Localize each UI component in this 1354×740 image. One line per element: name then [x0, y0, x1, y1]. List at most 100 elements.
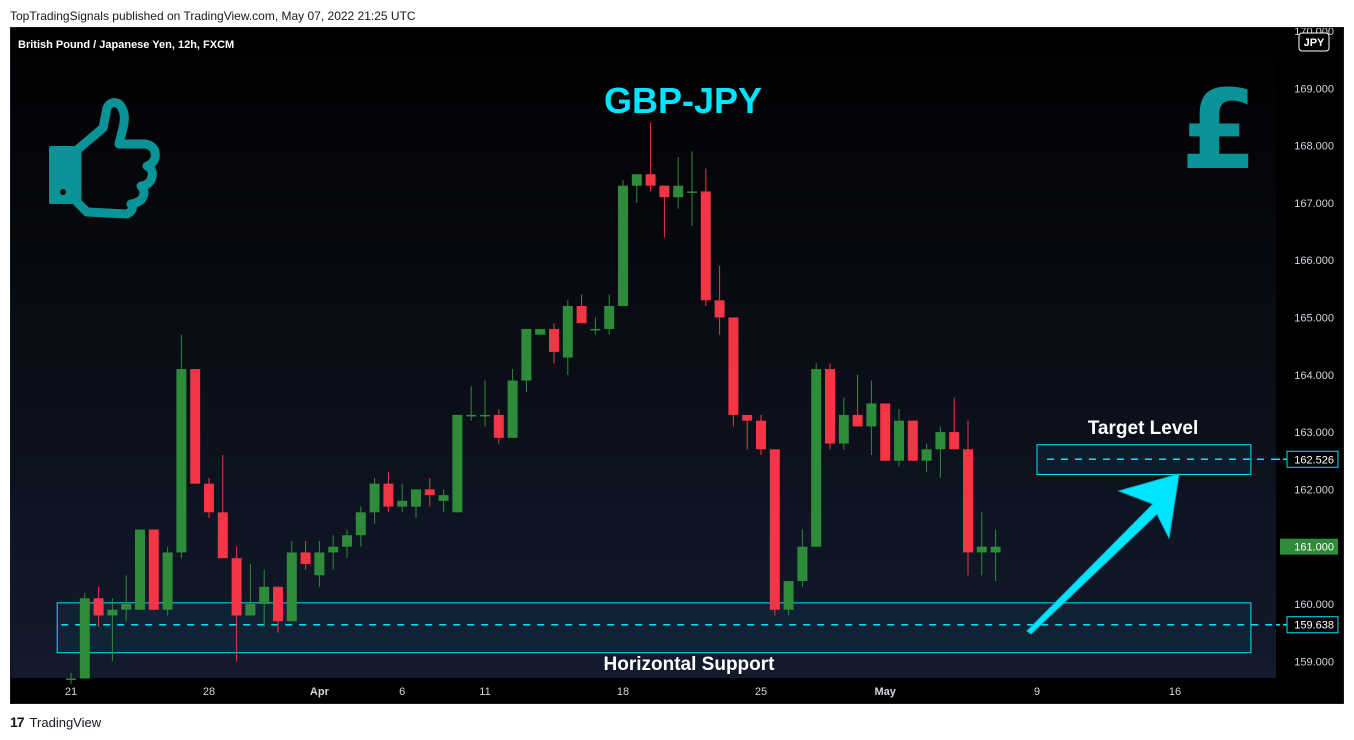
candle[interactable]: [604, 294, 615, 335]
candle-body: [121, 604, 132, 610]
candle[interactable]: [493, 409, 504, 444]
candle[interactable]: [397, 483, 408, 513]
candle[interactable]: [894, 409, 904, 467]
time-axis-area[interactable]: [11, 678, 1343, 703]
candle[interactable]: [521, 328, 532, 392]
candle[interactable]: [314, 540, 325, 587]
candle-body: [273, 586, 283, 622]
chart-canvas[interactable]: 159.000 160.000 161.000 162.000 163.000 164.0…: [11, 28, 1343, 703]
candle-body: [204, 483, 214, 513]
thumbs-up-icon: [49, 98, 160, 219]
chart-frame[interactable]: 159.000 160.000 161.000 162.000 163.000 164.0…: [10, 27, 1344, 704]
price-label[interactable]: 161.000: [1280, 538, 1338, 555]
candle[interactable]: [383, 472, 394, 513]
candle[interactable]: [549, 323, 559, 364]
candle[interactable]: [756, 414, 766, 456]
candle[interactable]: [107, 598, 118, 662]
candle[interactable]: [990, 529, 1001, 582]
candle[interactable]: [949, 397, 960, 450]
candle-body: [438, 495, 449, 501]
candle[interactable]: [645, 122, 656, 192]
candle[interactable]: [535, 328, 546, 335]
candle[interactable]: [907, 420, 918, 461]
candle[interactable]: [742, 414, 753, 450]
candle[interactable]: [245, 563, 256, 616]
y-tick-label: 169.000: [1294, 83, 1334, 95]
candle[interactable]: [562, 300, 573, 375]
candle[interactable]: [204, 477, 214, 519]
candle-body: [259, 586, 270, 604]
candle[interactable]: [480, 380, 490, 427]
price-label[interactable]: 159.638: [1276, 616, 1339, 634]
candle[interactable]: [121, 575, 132, 622]
candle-body: [217, 512, 228, 559]
candle[interactable]: [935, 426, 946, 478]
candle[interactable]: [769, 449, 780, 616]
candle[interactable]: [355, 506, 366, 547]
candle[interactable]: [369, 477, 380, 524]
candle[interactable]: [976, 512, 987, 576]
candle[interactable]: [811, 363, 822, 547]
candle-body: [493, 414, 504, 438]
candle-body: [507, 380, 518, 438]
candle[interactable]: [135, 529, 145, 610]
candle[interactable]: [687, 151, 697, 226]
candle-body: [452, 414, 463, 513]
candle-body: [162, 552, 173, 610]
candle[interactable]: [507, 369, 518, 438]
candle[interactable]: [411, 489, 421, 519]
candle[interactable]: [300, 540, 311, 570]
candle[interactable]: [190, 369, 201, 484]
candle[interactable]: [838, 397, 849, 450]
candle[interactable]: [921, 443, 932, 473]
candle-body: [963, 449, 973, 553]
candle[interactable]: [728, 317, 739, 427]
candle[interactable]: [231, 546, 242, 662]
candle[interactable]: [714, 265, 725, 335]
candle[interactable]: [273, 586, 283, 633]
candle[interactable]: [576, 294, 587, 324]
candle[interactable]: [852, 374, 863, 427]
candle[interactable]: [93, 586, 104, 627]
candle-body: [135, 529, 145, 610]
candle-body: [783, 581, 794, 610]
candle[interactable]: [590, 317, 601, 335]
candle[interactable]: [438, 489, 449, 513]
price-axis-area[interactable]: [1276, 28, 1343, 678]
candle[interactable]: [342, 529, 352, 559]
candle[interactable]: [866, 380, 877, 456]
candle[interactable]: [963, 420, 973, 576]
candle[interactable]: [631, 174, 642, 203]
tradingview-logo-icon[interactable]: 17: [10, 714, 25, 730]
candle[interactable]: [880, 403, 891, 461]
candle-body: [369, 483, 380, 513]
candle[interactable]: [825, 363, 835, 450]
candle[interactable]: [797, 529, 808, 587]
candle[interactable]: [259, 569, 270, 627]
candle[interactable]: [700, 168, 711, 307]
candle[interactable]: [659, 185, 670, 238]
price-label-bg: [1280, 538, 1338, 555]
candle[interactable]: [286, 540, 297, 622]
currency-badge[interactable]: [1298, 32, 1330, 52]
candle-body: [590, 328, 601, 331]
price-label[interactable]: 162.526: [1276, 450, 1339, 468]
candle[interactable]: [162, 546, 173, 616]
candle-body: [549, 328, 559, 352]
up-right-arrow-icon[interactable]: [1026, 473, 1180, 635]
footer-brand[interactable]: TradingView: [29, 714, 102, 730]
candle[interactable]: [466, 386, 477, 421]
candle[interactable]: [176, 334, 187, 559]
candle[interactable]: [452, 414, 463, 513]
candle[interactable]: [66, 672, 76, 685]
candle[interactable]: [148, 529, 159, 610]
candle[interactable]: [618, 179, 628, 307]
candle[interactable]: [79, 592, 90, 679]
candle[interactable]: [424, 477, 435, 507]
candle[interactable]: [783, 581, 794, 616]
x-tick-label: 6: [399, 686, 405, 698]
candle[interactable]: [328, 535, 339, 570]
candle[interactable]: [673, 157, 684, 209]
candle[interactable]: [217, 455, 228, 559]
candle-body: [148, 529, 159, 610]
